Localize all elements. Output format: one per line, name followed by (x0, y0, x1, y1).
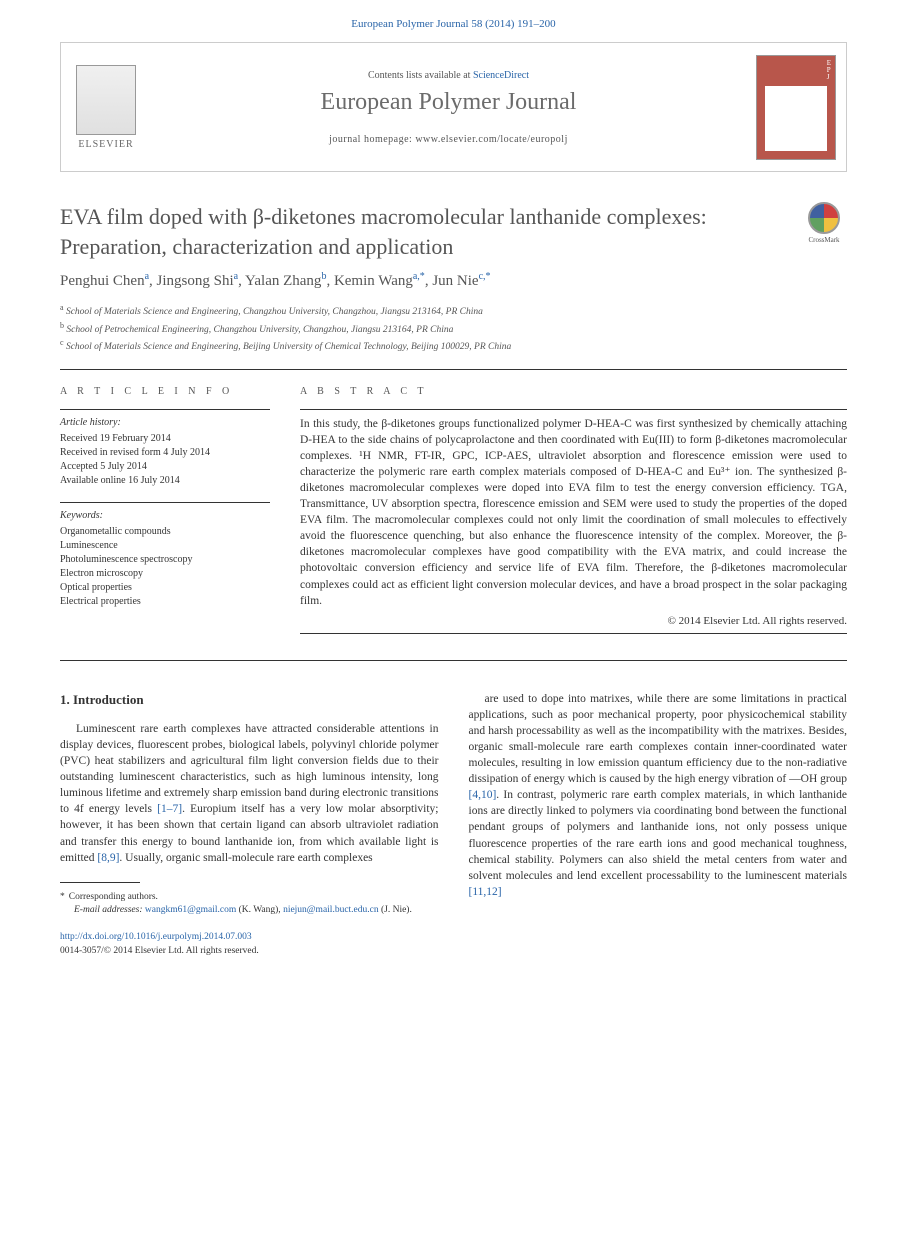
abstract-text: In this study, the β-diketones groups fu… (300, 416, 847, 609)
homepage-line: journal homepage: www.elsevier.com/locat… (151, 134, 746, 145)
keyword-line: Organometallic compounds (60, 525, 270, 539)
article-title: EVA film doped with β-diketones macromol… (60, 202, 781, 261)
issn-line: 0014-3057/© 2014 Elsevier Ltd. All right… (60, 946, 259, 956)
history-line: Received in revised form 4 July 2014 (60, 446, 270, 460)
keyword-line: Electrical properties (60, 595, 270, 609)
doi-link[interactable]: http://dx.doi.org/10.1016/j.eurpolymj.20… (60, 932, 252, 942)
history-line: Available online 16 July 2014 (60, 474, 270, 488)
corresponding-authors-label: Corresponding authors. (69, 892, 158, 902)
cover-abbrev: EPJ (827, 60, 831, 81)
contents-line: Contents lists available at ScienceDirec… (151, 70, 746, 81)
doi-footer: http://dx.doi.org/10.1016/j.eurpolymj.20… (60, 931, 439, 958)
rule-mid (60, 660, 847, 661)
history-heading: Article history: (60, 416, 270, 430)
abstract-copyright: © 2014 Elsevier Ltd. All rights reserved… (300, 615, 847, 627)
elsevier-tree-icon (76, 65, 136, 135)
ref-link-4-10[interactable]: [4,10] (469, 789, 497, 801)
keywords-heading: Keywords: (60, 509, 270, 523)
keywords-block: Keywords: Organometallic compoundsLumine… (60, 509, 270, 609)
footnotes: * Corresponding authors. E-mail addresses… (60, 891, 439, 918)
abstract-label: A B S T R A C T (300, 386, 847, 397)
affiliation-line: a School of Materials Science and Engine… (60, 302, 847, 319)
journal-header-box: ELSEVIER Contents lists available at Sci… (60, 42, 847, 172)
body-two-column: 1. Introduction Luminescent rare earth c… (60, 691, 847, 958)
intro-heading: 1. Introduction (60, 691, 439, 709)
affiliations: a School of Materials Science and Engine… (60, 302, 847, 354)
rule-top (60, 369, 847, 370)
journal-name: European Polymer Journal (151, 89, 746, 116)
abstract-column: A B S T R A C T In this study, the β-dik… (300, 376, 847, 640)
crossmark-label: CrossMark (808, 236, 839, 244)
header-center: Contents lists available at ScienceDirec… (151, 70, 746, 145)
elsevier-logo: ELSEVIER (61, 55, 151, 160)
keyword-line: Luminescence (60, 539, 270, 553)
left-column: 1. Introduction Luminescent rare earth c… (60, 691, 439, 958)
ref-link-11-12[interactable]: [11,12] (469, 886, 502, 898)
article-info-column: A R T I C L E I N F O Article history: R… (60, 376, 270, 640)
sciencedirect-link[interactable]: ScienceDirect (473, 70, 529, 81)
running-header: European Polymer Journal 58 (2014) 191–2… (0, 0, 907, 42)
email2-person: (J. Nie). (381, 905, 412, 915)
ref-link-8-9[interactable]: [8,9] (97, 852, 119, 864)
intro-paragraph-right: are used to dope into matrixes, while th… (469, 691, 848, 900)
history-line: Received 19 February 2014 (60, 432, 270, 446)
email-link-nie[interactable]: niejun@mail.buct.edu.cn (283, 905, 379, 915)
keyword-line: Photoluminescence spectroscopy (60, 553, 270, 567)
affiliation-line: b School of Petrochemical Engineering, C… (60, 320, 847, 337)
contents-prefix: Contents lists available at (368, 70, 473, 81)
asterisk-icon: * (60, 892, 65, 902)
elsevier-label: ELSEVIER (71, 139, 141, 150)
intro-paragraph-left: Luminescent rare earth complexes have at… (60, 721, 439, 866)
right-column: are used to dope into matrixes, while th… (469, 691, 848, 958)
footnote-divider (60, 882, 140, 883)
keyword-line: Electron microscopy (60, 567, 270, 581)
article-info-label: A R T I C L E I N F O (60, 386, 270, 397)
keyword-line: Optical properties (60, 581, 270, 595)
email-link-wang[interactable]: wangkm61@gmail.com (145, 905, 236, 915)
email1-person: (K. Wang), (239, 905, 281, 915)
history-line: Accepted 5 July 2014 (60, 460, 270, 474)
email-label: E-mail addresses: (74, 905, 143, 915)
crossmark-icon (808, 202, 840, 234)
article-history: Article history: Received 19 February 20… (60, 416, 270, 488)
crossmark-badge[interactable]: CrossMark (801, 202, 847, 244)
authors-line: Penghui Chena, Jingsong Shia, Yalan Zhan… (60, 271, 847, 290)
ref-link-1-7[interactable]: [1–7] (157, 803, 182, 815)
journal-cover-thumbnail: EPJ (756, 55, 836, 160)
affiliation-line: c School of Materials Science and Engine… (60, 337, 847, 354)
